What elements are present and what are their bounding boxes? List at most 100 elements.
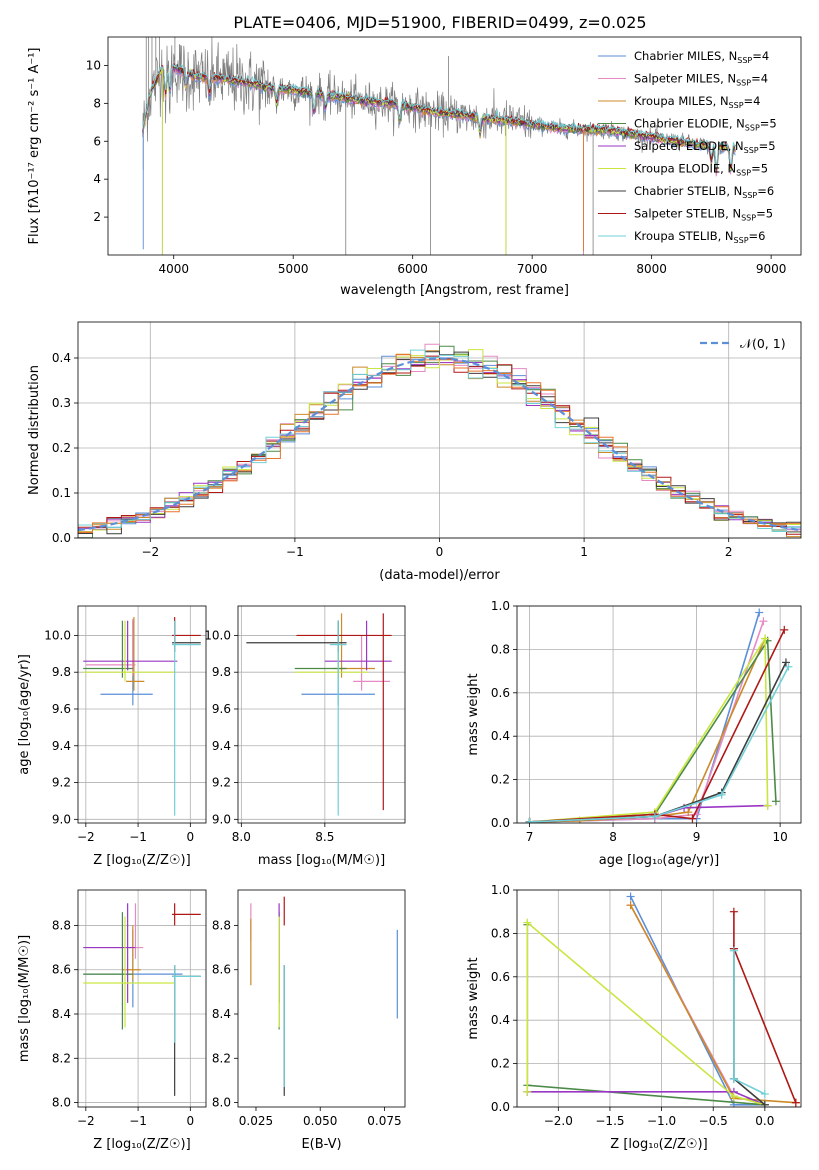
x-tick-label: 6000 <box>397 262 428 276</box>
legend-entry-kroupa-stelib: Kroupa STELIB, NSSP=6 <box>634 229 765 245</box>
marker-kroupa-miles <box>684 808 693 817</box>
marker-salpeter-stelib <box>729 907 738 916</box>
y-tick-label: 8.8 <box>52 918 71 932</box>
x-tick-label: 9 <box>693 830 701 844</box>
z-weight-plot: −2.0 −1.5 −1.0 −0.5 0.0 0.0 0.2 0.4 0.6 0.8 1.0 Z [… <box>466 883 802 1152</box>
normal-curve <box>78 357 801 532</box>
y-tick-label: 0.8 <box>491 642 510 656</box>
plot-area <box>78 343 801 538</box>
legend-subscript: SSP <box>736 169 751 178</box>
legend-subscript: SSP <box>745 124 760 133</box>
legend-subscript: SSP <box>729 101 744 110</box>
y-tick-label: 9.6 <box>212 702 231 716</box>
ebv-mass-errorbar-plot: 0.025 0.050 0.075 8.0 8.2 8.4 8.6 8.8 E(B-V) <box>212 889 406 1152</box>
y-tick-label: 9.2 <box>52 776 71 790</box>
x-axis-label: mass [log₁₀(M/M☉)] <box>258 853 385 868</box>
y-tick-label: 6 <box>93 134 101 148</box>
marker-kroupa-elodie <box>523 1087 532 1096</box>
line-kroupa-elodie <box>529 635 769 823</box>
y-tick-label: 0.2 <box>491 1057 510 1071</box>
marker-kroupa-stelib <box>784 662 793 671</box>
y-tick-label: 8.0 <box>212 1096 231 1110</box>
y-tick-label: 0.4 <box>491 729 510 743</box>
axes-frame <box>516 605 802 824</box>
line-kroupa-stelib <box>529 666 790 823</box>
x-tick-label: 8.5 <box>315 830 334 844</box>
x-tick-label: 7 <box>526 830 534 844</box>
y-tick-label: 9.8 <box>212 665 231 679</box>
y-tick-label: 8.0 <box>52 1096 71 1110</box>
y-axis-label: mass weight <box>466 673 481 755</box>
marker-chabrier-miles <box>755 608 764 617</box>
x-tick-label: −1.5 <box>595 1114 624 1128</box>
y-tick-label: 9.4 <box>212 739 231 753</box>
mass-age-errorbar-plot: 8.0 8.5 9.0 9.2 9.4 9.6 9.8 10.0 mass [log₁₀(M/M… <box>204 605 406 868</box>
y-tick-label: 0.0 <box>491 816 510 830</box>
legend-value: =4 <box>744 94 761 108</box>
y-tick-label: 8.6 <box>212 963 231 977</box>
y-axis-label: Normed distribution <box>27 365 42 495</box>
y-tick-label: 10 <box>86 58 101 72</box>
marker-kroupa-stelib <box>729 946 738 955</box>
x-tick-label: 0 <box>436 545 444 559</box>
x-tick-label: 2 <box>725 545 733 559</box>
x-tick-label: 5000 <box>278 262 309 276</box>
x-tick-label: −1.0 <box>647 1114 676 1128</box>
marker-kroupa-miles <box>626 901 635 910</box>
marker-kroupa-stelib <box>650 812 659 821</box>
y-tick-label: 0.2 <box>491 773 510 787</box>
y-tick-label: 0.6 <box>491 686 510 700</box>
legend-value: =5 <box>760 117 777 131</box>
legend-subscript: SSP <box>744 146 759 155</box>
x-tick-label: 8000 <box>636 262 667 276</box>
marker-kroupa-stelib <box>717 790 726 799</box>
marker-chabrier-elodie <box>771 797 780 806</box>
x-axis-label: Z [log₁₀(Z/Z☉)] <box>93 853 190 868</box>
y-tick-label: 0.8 <box>491 926 510 940</box>
line-chabrier-elodie <box>529 638 777 823</box>
y-tick-label: 8.4 <box>212 1007 231 1021</box>
y-tick-label: 8.2 <box>52 1051 71 1065</box>
y-tick-label: 0.2 <box>52 441 71 455</box>
model-line-kroupa-stelib <box>142 63 736 169</box>
x-tick-label: 8.0 <box>232 830 251 844</box>
y-tick-label: 9.0 <box>52 812 71 826</box>
y-axis-label: age [log₁₀(age/yr)] <box>17 654 32 775</box>
spectrum-plot: 4000 5000 6000 7000 8000 9000 2 4 6 8 10 wavelength… <box>27 36 802 298</box>
legend-value: =4 <box>751 72 768 86</box>
plot-area <box>246 613 392 816</box>
x-tick-label: −0.5 <box>699 1114 728 1128</box>
marker-kroupa-stelib <box>760 1089 769 1098</box>
legend-subscript: SSP <box>741 214 756 223</box>
histogram-kroupa-stelib <box>78 349 801 532</box>
legend-entry-chabrier-elodie: Chabrier ELODIE, NSSP=5 <box>634 117 777 133</box>
x-tick-label: 0.025 <box>239 1114 273 1128</box>
y-axis-label: mass [log₁₀(M/M☉)] <box>17 935 32 1062</box>
axes-frame <box>237 605 406 824</box>
y-tick-label: 0.4 <box>491 1013 510 1027</box>
legend-value: =5 <box>759 139 776 153</box>
figure-title: PLATE=0406, MJD=51900, FIBERID=0499, z=0… <box>233 13 646 32</box>
y-tick-label: 9.4 <box>52 739 71 753</box>
plot-area <box>83 903 201 1096</box>
x-tick-label: −2 <box>77 830 95 844</box>
x-tick-label: −2 <box>77 1114 95 1128</box>
y-tick-label: 9.0 <box>212 812 231 826</box>
y-tick-label: 10.0 <box>204 628 231 642</box>
y-tick-label: 0.4 <box>52 351 71 365</box>
model-line-chabrier-miles <box>142 67 736 174</box>
x-tick-label: 0.075 <box>367 1114 401 1128</box>
histogram-extra-orange <box>78 354 801 533</box>
legend-subscript: SSP <box>737 56 752 65</box>
x-tick-label: 4000 <box>158 262 189 276</box>
line-kroupa-elodie <box>526 920 766 1106</box>
x-tick-label: 0 <box>187 830 195 844</box>
x-axis-label: Z [log₁₀(Z/Z☉)] <box>610 1137 707 1152</box>
marker-chabrier-miles <box>626 892 635 901</box>
plot-area <box>525 608 793 823</box>
legend-value: =5 <box>751 162 768 176</box>
line-chabrier-stelib <box>529 662 787 823</box>
legend-entry-chabrier-stelib: Chabrier STELIB, NSSP=6 <box>634 184 774 200</box>
line-kroupa-stelib <box>733 950 766 1095</box>
